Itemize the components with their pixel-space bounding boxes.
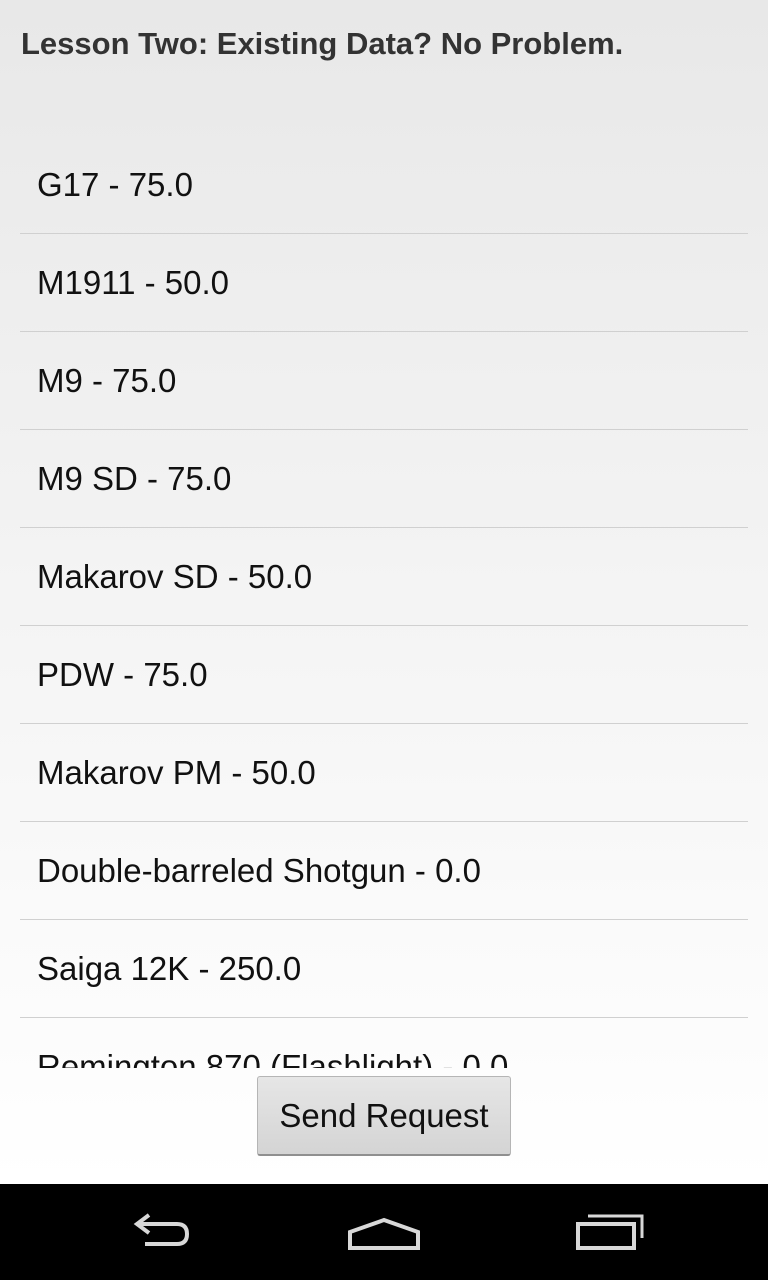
list-item[interactable]: Double-barreled Shotgun - 0.0 <box>20 822 748 920</box>
list-item[interactable]: PDW - 75.0 <box>20 626 748 724</box>
list-item[interactable]: Makarov PM - 50.0 <box>20 724 748 822</box>
list-item[interactable]: M9 SD - 75.0 <box>20 430 748 528</box>
send-request-button[interactable]: Send Request <box>257 1076 511 1156</box>
page-title: Lesson Two: Existing Data? No Problem. <box>21 26 624 61</box>
list-item[interactable]: M1911 - 50.0 <box>20 234 748 332</box>
list-item[interactable]: M9 - 75.0 <box>20 332 748 430</box>
home-icon <box>348 1217 420 1250</box>
list-item[interactable]: Saiga 12K - 250.0 <box>20 920 748 1018</box>
item-list[interactable]: G17 - 75.0 M1911 - 50.0 M9 - 75.0 M9 SD … <box>20 136 748 1068</box>
system-navigation-bar <box>0 1184 768 1280</box>
button-bar: Send Request <box>0 1076 768 1156</box>
list-item[interactable]: G17 - 75.0 <box>20 136 748 234</box>
recent-apps-icon <box>576 1214 644 1250</box>
nav-back-button[interactable] <box>110 1204 210 1260</box>
back-icon <box>133 1213 190 1246</box>
list-item[interactable]: Makarov SD - 50.0 <box>20 528 748 626</box>
nav-home-button[interactable] <box>334 1204 434 1260</box>
list-item[interactable]: Remington 870 (Flashlight) - 0.0 <box>20 1018 748 1069</box>
nav-recents-button[interactable] <box>560 1204 660 1260</box>
